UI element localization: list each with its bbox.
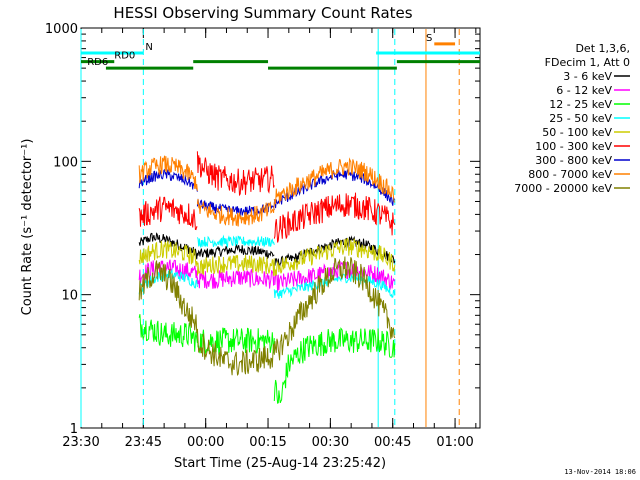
- series-trace: [196, 234, 275, 249]
- legend-entry-5: 100 - 300 keV: [535, 140, 612, 153]
- timestamp: 13-Nov-2014 18:06: [564, 468, 636, 476]
- legend-entry-0: 3 - 6 keV: [563, 70, 612, 83]
- x-tick-label: 00:15: [249, 435, 286, 450]
- flag-label: RD0: [114, 51, 135, 62]
- flag-label: RD6: [87, 57, 108, 68]
- series-trace: [196, 328, 275, 377]
- series-3: [138, 234, 396, 299]
- legend-entry-2: 12 - 25 keV: [549, 98, 612, 111]
- series-trace: [196, 327, 275, 356]
- series-trace: [138, 240, 198, 267]
- series-trace: [273, 192, 396, 243]
- series-trace: [138, 314, 198, 352]
- series-trace: [273, 327, 396, 404]
- series-trace: [138, 155, 198, 191]
- series-4: [138, 237, 396, 277]
- series-2: [138, 314, 396, 404]
- series-7: [138, 155, 396, 227]
- x-tick-label: 01:00: [436, 435, 473, 450]
- series-trace: [196, 151, 275, 197]
- series-trace: [138, 260, 198, 334]
- legend-title: Det 1,3,6,: [575, 42, 630, 55]
- series-8: [138, 256, 396, 377]
- legend-entry-1: 6 - 12 keV: [556, 84, 612, 97]
- x-tick-label: 23:30: [62, 435, 99, 450]
- x-axis-label: Start Time (25-Aug-14 23:25:42): [174, 456, 386, 471]
- legend-entry-7: 800 - 7000 keV: [528, 168, 612, 181]
- x-tick-label: 00:00: [187, 435, 224, 450]
- y-tick-label: 1000: [45, 22, 78, 37]
- series-trace: [196, 269, 275, 290]
- series-trace: [196, 244, 275, 260]
- series-trace: [273, 272, 396, 299]
- y-axis-label: Count Rate (s⁻¹ detector⁻¹): [20, 139, 35, 316]
- x-tick-label: 23:45: [125, 435, 162, 450]
- series-trace: [138, 268, 198, 295]
- series-trace: [273, 237, 396, 277]
- plot-area: 1 10 100 1000 23:30 23:45 00:00 00:15 00:30 00:45…: [45, 22, 481, 450]
- series-trace: [196, 198, 275, 227]
- legend-title: FDecim 1, Att 0: [545, 56, 630, 69]
- chart-title: HESSI Observing Summary Count Rates: [113, 4, 412, 22]
- flag-label: N: [145, 42, 152, 53]
- legend-entry-4: 50 - 100 keV: [542, 126, 612, 139]
- x-tick-label: 00:45: [374, 435, 411, 450]
- y-tick-label: 1: [70, 422, 78, 437]
- series-trace: [138, 196, 198, 231]
- series-trace: [138, 168, 198, 192]
- series-trace: [196, 255, 275, 276]
- flag-label: S: [426, 33, 432, 44]
- series-trace: [273, 256, 396, 361]
- y-tick-label: 100: [53, 155, 78, 170]
- series-trace: [273, 157, 396, 205]
- series-trace: [273, 235, 396, 268]
- y-tick-label: 10: [61, 289, 78, 304]
- legend-entry-6: 300 - 800 keV: [535, 154, 612, 167]
- x-tick-label: 00:30: [312, 435, 349, 450]
- legend-entry-8: 7000 - 20000 keV: [514, 182, 612, 195]
- legend-entry-3: 25 - 50 keV: [549, 112, 612, 125]
- series-5: [138, 151, 396, 243]
